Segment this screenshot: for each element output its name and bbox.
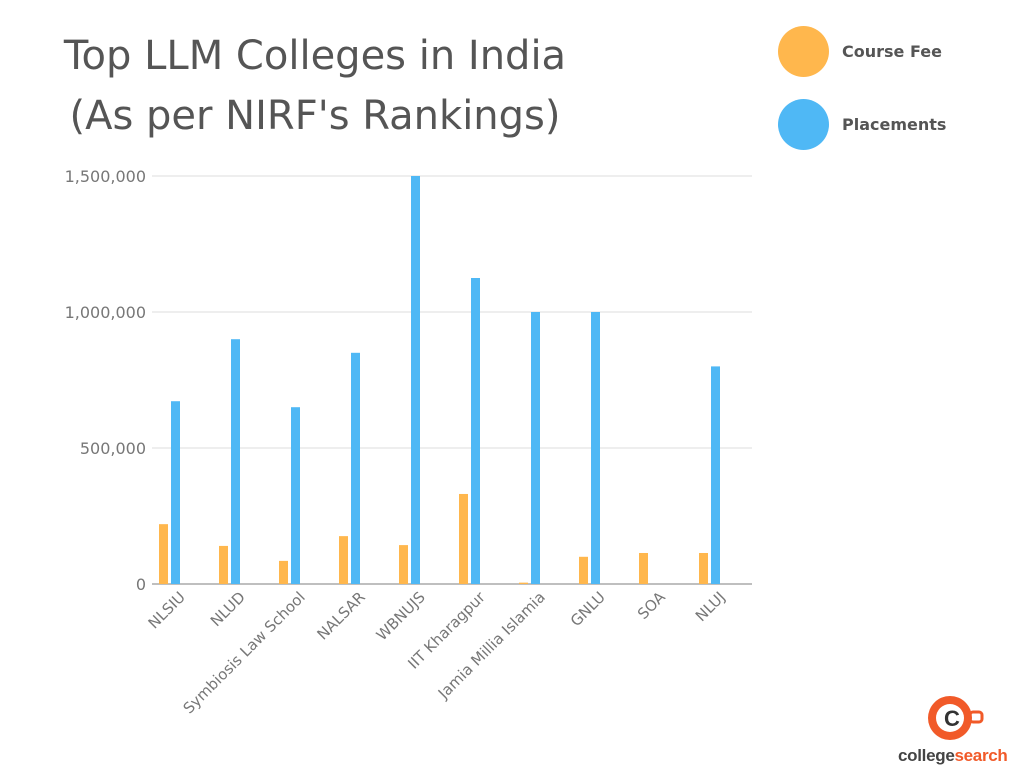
bar-course-fee [219,545,228,584]
logo-mug-icon: C [928,696,984,740]
svg-text:C: C [944,706,960,731]
x-tick-label: GNLU [567,588,609,630]
y-tick-label: 1,000,000 [65,303,146,322]
bar-placements [591,312,600,584]
bar-course-fee [459,493,468,584]
bar-placements [351,352,360,584]
chart-title-line-1: Top LLM Colleges in India [63,33,567,79]
x-tick-label: WBNUJS [373,588,429,644]
bar-placements [231,339,240,584]
legend-swatch-placements [778,99,829,150]
x-tick-label: NALSAR [313,588,368,643]
bar-placements [411,176,420,584]
x-tick-label: NLUD [207,588,249,630]
legend-label-course-fee: Course Fee [842,42,942,61]
chart-title-line-2: (As per NIRF's Rankings) [69,93,561,139]
legend-label-placements: Placements [842,115,947,134]
bar-course-fee [279,560,288,584]
bar-course-fee [399,545,408,584]
x-tick-label: Jamia Millia Islamia [434,588,549,703]
bar-placements [711,366,720,584]
bar-course-fee [159,524,168,584]
collegesearch-logo: C collegesearch [898,690,1018,768]
y-tick-label: 0 [136,575,146,594]
logo-text-search: search [954,746,1008,765]
x-tick-label: NLUJ [692,588,729,625]
y-tick-label: 500,000 [80,439,146,458]
legend-item-placements: Placements [778,99,946,150]
x-tick-label: SOA [634,588,669,623]
x-tick-label: NLSIU [145,588,189,632]
legend-item-course-fee: Course Fee [778,26,942,77]
bar-course-fee [639,552,648,584]
x-tick-label: Symbiosis Law School [180,588,309,717]
logo-text: collegesearch [898,746,1008,766]
bar-placements [471,278,480,584]
bar-placements [531,312,540,584]
legend-swatch-course-fee [778,26,829,77]
bar-placements [291,407,300,584]
bar-course-fee [339,536,348,584]
bar-course-fee [579,556,588,584]
bar-course-fee [699,552,708,584]
bar-placements [171,401,180,584]
y-tick-label: 1,500,000 [65,167,146,186]
logo-text-college: college [898,746,955,765]
bar-course-fee [519,582,528,584]
chart-title: Top LLM Colleges in India (As per NIRF's… [30,26,600,146]
